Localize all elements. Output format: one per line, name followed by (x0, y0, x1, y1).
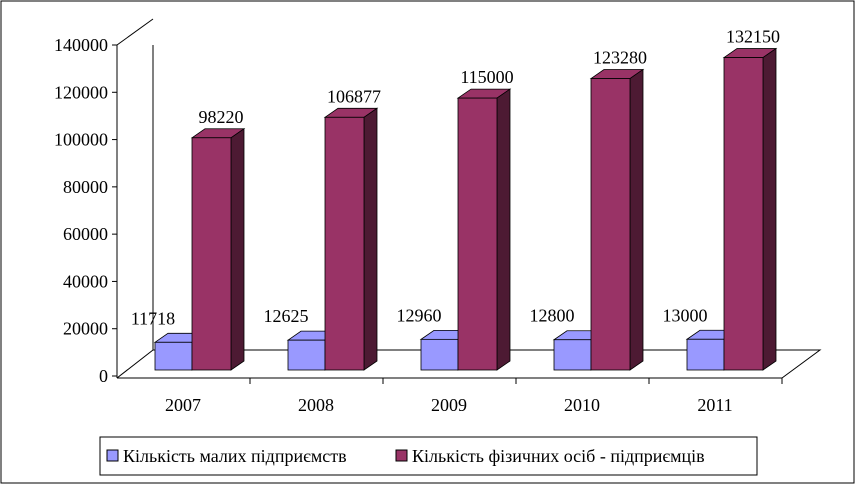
x-tick-label: 2007 (165, 395, 201, 415)
data-label: 132150 (726, 27, 780, 47)
legend-swatch-individual-entrepreneurs (395, 449, 408, 462)
bar-small-enterprises (154, 341, 193, 371)
bar-individual-entrepreneurs-side (230, 128, 245, 371)
legend (99, 436, 758, 476)
bar-individual-entrepreneurs (723, 57, 764, 371)
bar-individual-entrepreneurs-side (496, 88, 511, 371)
x-tick-label: 2010 (564, 395, 600, 415)
y-tick-label: 60000 (63, 224, 108, 244)
bar-individual-entrepreneurs-side (629, 68, 644, 371)
legend-swatch-small-enterprises (106, 449, 119, 462)
data-label: 106877 (327, 86, 381, 106)
bar-small-enterprises (553, 339, 592, 371)
data-label: 13000 (663, 305, 708, 325)
y-tick-label: 40000 (63, 271, 108, 291)
x-tick-label: 2008 (298, 395, 334, 415)
bar-individual-entrepreneurs-side (363, 107, 378, 371)
floor-edge (116, 349, 154, 379)
x-tick-label: 2009 (431, 395, 467, 415)
y-tick-label: 80000 (63, 177, 108, 197)
legend-label: Кількість малих підприємств (123, 446, 347, 466)
bar-individual-entrepreneurs (191, 137, 232, 371)
data-label: 12800 (530, 306, 575, 326)
x-tick-label: 2011 (697, 395, 732, 415)
y-tick-label: 140000 (54, 35, 108, 55)
y-tick-label: 100000 (54, 130, 108, 150)
bar-individual-entrepreneurs (457, 97, 498, 371)
data-label: 123280 (593, 48, 647, 68)
data-label: 12960 (397, 305, 442, 325)
legend-label: Кількість фізичних осіб - підприємців (412, 446, 705, 466)
data-label: 11718 (131, 308, 175, 328)
bar-small-enterprises (686, 338, 725, 371)
y-tick-label: 120000 (54, 82, 108, 102)
data-label: 98220 (199, 107, 244, 127)
bar-small-enterprises (287, 339, 326, 371)
data-label: 115000 (460, 67, 513, 87)
bar-individual-entrepreneurs (324, 116, 365, 371)
bar-individual-entrepreneurs (590, 78, 631, 371)
y-tick-label: 20000 (63, 319, 108, 339)
bar-individual-entrepreneurs-side (762, 47, 777, 371)
y-tick-label: 0 (99, 366, 108, 386)
data-label: 12625 (264, 306, 309, 326)
top-edge (116, 18, 154, 46)
bar-small-enterprises (420, 338, 459, 371)
